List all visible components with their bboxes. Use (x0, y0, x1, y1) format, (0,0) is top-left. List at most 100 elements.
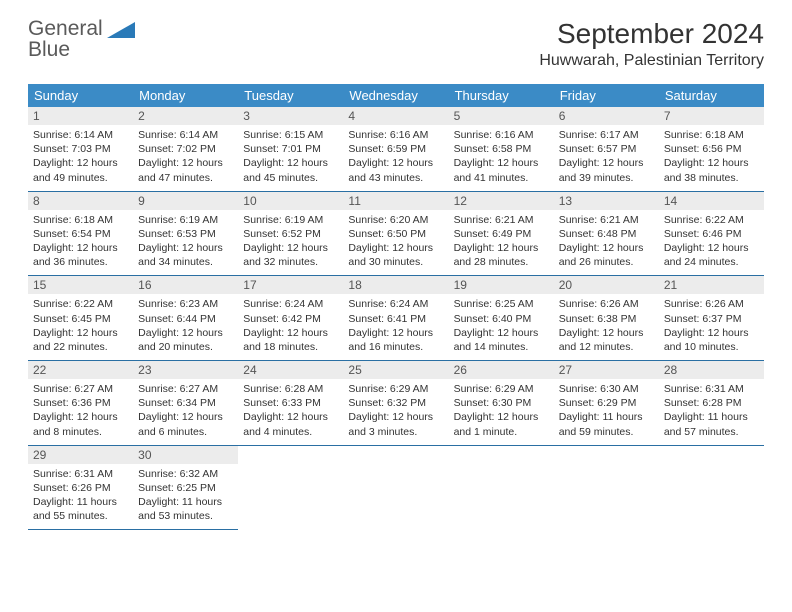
day-number: 6 (554, 107, 659, 125)
day-content: Sunrise: 6:21 AMSunset: 6:49 PMDaylight:… (449, 210, 554, 276)
day-number: 29 (28, 446, 133, 464)
weekday-header: Tuesday (238, 84, 343, 107)
day-number: 12 (449, 192, 554, 210)
calendar-cell: 19Sunrise: 6:25 AMSunset: 6:40 PMDayligh… (449, 276, 554, 361)
day-content: Sunrise: 6:23 AMSunset: 6:44 PMDaylight:… (133, 294, 238, 360)
calendar-row: 22Sunrise: 6:27 AMSunset: 6:36 PMDayligh… (28, 361, 764, 446)
day-content: Sunrise: 6:30 AMSunset: 6:29 PMDaylight:… (554, 379, 659, 445)
calendar-cell: 8Sunrise: 6:18 AMSunset: 6:54 PMDaylight… (28, 191, 133, 276)
day-number: 19 (449, 276, 554, 294)
day-number: 13 (554, 192, 659, 210)
weekday-header: Monday (133, 84, 238, 107)
calendar-row: 8Sunrise: 6:18 AMSunset: 6:54 PMDaylight… (28, 191, 764, 276)
logo-text-top: General (28, 18, 103, 39)
calendar-cell: 26Sunrise: 6:29 AMSunset: 6:30 PMDayligh… (449, 361, 554, 446)
day-content: Sunrise: 6:31 AMSunset: 6:28 PMDaylight:… (659, 379, 764, 445)
weekday-header: Sunday (28, 84, 133, 107)
weekday-header: Thursday (449, 84, 554, 107)
day-content: Sunrise: 6:29 AMSunset: 6:30 PMDaylight:… (449, 379, 554, 445)
calendar-cell: 29Sunrise: 6:31 AMSunset: 6:26 PMDayligh… (28, 445, 133, 530)
day-content: Sunrise: 6:16 AMSunset: 6:59 PMDaylight:… (343, 125, 448, 191)
day-content: Sunrise: 6:25 AMSunset: 6:40 PMDaylight:… (449, 294, 554, 360)
day-number: 24 (238, 361, 343, 379)
day-content: Sunrise: 6:24 AMSunset: 6:42 PMDaylight:… (238, 294, 343, 360)
calendar-cell: 7Sunrise: 6:18 AMSunset: 6:56 PMDaylight… (659, 107, 764, 191)
calendar-cell: 21Sunrise: 6:26 AMSunset: 6:37 PMDayligh… (659, 276, 764, 361)
day-content: Sunrise: 6:20 AMSunset: 6:50 PMDaylight:… (343, 210, 448, 276)
day-number: 10 (238, 192, 343, 210)
calendar-cell: 10Sunrise: 6:19 AMSunset: 6:52 PMDayligh… (238, 191, 343, 276)
calendar-cell (343, 445, 448, 530)
day-number: 9 (133, 192, 238, 210)
weekday-header: Friday (554, 84, 659, 107)
day-number: 22 (28, 361, 133, 379)
calendar-row: 15Sunrise: 6:22 AMSunset: 6:45 PMDayligh… (28, 276, 764, 361)
weekday-header: Saturday (659, 84, 764, 107)
calendar-cell: 23Sunrise: 6:27 AMSunset: 6:34 PMDayligh… (133, 361, 238, 446)
calendar-cell: 4Sunrise: 6:16 AMSunset: 6:59 PMDaylight… (343, 107, 448, 191)
day-number: 17 (238, 276, 343, 294)
day-content: Sunrise: 6:21 AMSunset: 6:48 PMDaylight:… (554, 210, 659, 276)
calendar-row: 29Sunrise: 6:31 AMSunset: 6:26 PMDayligh… (28, 445, 764, 530)
calendar-cell: 6Sunrise: 6:17 AMSunset: 6:57 PMDaylight… (554, 107, 659, 191)
day-content: Sunrise: 6:14 AMSunset: 7:02 PMDaylight:… (133, 125, 238, 191)
calendar-cell: 13Sunrise: 6:21 AMSunset: 6:48 PMDayligh… (554, 191, 659, 276)
calendar-cell: 20Sunrise: 6:26 AMSunset: 6:38 PMDayligh… (554, 276, 659, 361)
location-label: Huwwarah, Palestinian Territory (539, 52, 764, 70)
day-number: 3 (238, 107, 343, 125)
calendar-cell: 5Sunrise: 6:16 AMSunset: 6:58 PMDaylight… (449, 107, 554, 191)
day-content: Sunrise: 6:17 AMSunset: 6:57 PMDaylight:… (554, 125, 659, 191)
logo: General Blue (28, 18, 135, 60)
calendar-cell: 1Sunrise: 6:14 AMSunset: 7:03 PMDaylight… (28, 107, 133, 191)
calendar-row: 1Sunrise: 6:14 AMSunset: 7:03 PMDaylight… (28, 107, 764, 191)
day-number: 14 (659, 192, 764, 210)
day-number: 21 (659, 276, 764, 294)
day-content: Sunrise: 6:26 AMSunset: 6:38 PMDaylight:… (554, 294, 659, 360)
calendar-cell: 14Sunrise: 6:22 AMSunset: 6:46 PMDayligh… (659, 191, 764, 276)
logo-text-bottom: Blue (28, 39, 103, 60)
calendar-cell: 22Sunrise: 6:27 AMSunset: 6:36 PMDayligh… (28, 361, 133, 446)
day-content: Sunrise: 6:16 AMSunset: 6:58 PMDaylight:… (449, 125, 554, 191)
weekday-header: Wednesday (343, 84, 448, 107)
day-content: Sunrise: 6:29 AMSunset: 6:32 PMDaylight:… (343, 379, 448, 445)
day-content: Sunrise: 6:22 AMSunset: 6:46 PMDaylight:… (659, 210, 764, 276)
calendar-table: Sunday Monday Tuesday Wednesday Thursday… (28, 84, 764, 530)
calendar-cell: 15Sunrise: 6:22 AMSunset: 6:45 PMDayligh… (28, 276, 133, 361)
logo-triangle-icon (107, 20, 135, 40)
day-content: Sunrise: 6:15 AMSunset: 7:01 PMDaylight:… (238, 125, 343, 191)
day-content: Sunrise: 6:18 AMSunset: 6:56 PMDaylight:… (659, 125, 764, 191)
calendar-cell: 2Sunrise: 6:14 AMSunset: 7:02 PMDaylight… (133, 107, 238, 191)
calendar-cell: 24Sunrise: 6:28 AMSunset: 6:33 PMDayligh… (238, 361, 343, 446)
day-content: Sunrise: 6:26 AMSunset: 6:37 PMDaylight:… (659, 294, 764, 360)
calendar-cell: 28Sunrise: 6:31 AMSunset: 6:28 PMDayligh… (659, 361, 764, 446)
day-content: Sunrise: 6:28 AMSunset: 6:33 PMDaylight:… (238, 379, 343, 445)
calendar-cell: 18Sunrise: 6:24 AMSunset: 6:41 PMDayligh… (343, 276, 448, 361)
day-number: 16 (133, 276, 238, 294)
day-number: 18 (343, 276, 448, 294)
calendar-cell (659, 445, 764, 530)
header: General Blue September 2024 Huwwarah, Pa… (28, 18, 764, 70)
calendar-cell: 16Sunrise: 6:23 AMSunset: 6:44 PMDayligh… (133, 276, 238, 361)
day-number: 25 (343, 361, 448, 379)
day-content: Sunrise: 6:32 AMSunset: 6:25 PMDaylight:… (133, 464, 238, 530)
day-number: 20 (554, 276, 659, 294)
calendar-cell: 9Sunrise: 6:19 AMSunset: 6:53 PMDaylight… (133, 191, 238, 276)
calendar-cell: 27Sunrise: 6:30 AMSunset: 6:29 PMDayligh… (554, 361, 659, 446)
calendar-cell: 30Sunrise: 6:32 AMSunset: 6:25 PMDayligh… (133, 445, 238, 530)
weekday-row: Sunday Monday Tuesday Wednesday Thursday… (28, 84, 764, 107)
day-number: 5 (449, 107, 554, 125)
calendar-cell: 17Sunrise: 6:24 AMSunset: 6:42 PMDayligh… (238, 276, 343, 361)
calendar-cell: 12Sunrise: 6:21 AMSunset: 6:49 PMDayligh… (449, 191, 554, 276)
day-number: 30 (133, 446, 238, 464)
calendar-cell (238, 445, 343, 530)
day-content: Sunrise: 6:24 AMSunset: 6:41 PMDaylight:… (343, 294, 448, 360)
day-number: 1 (28, 107, 133, 125)
day-number: 4 (343, 107, 448, 125)
day-number: 2 (133, 107, 238, 125)
day-content: Sunrise: 6:31 AMSunset: 6:26 PMDaylight:… (28, 464, 133, 530)
day-content: Sunrise: 6:19 AMSunset: 6:52 PMDaylight:… (238, 210, 343, 276)
day-number: 11 (343, 192, 448, 210)
day-number: 7 (659, 107, 764, 125)
day-content: Sunrise: 6:14 AMSunset: 7:03 PMDaylight:… (28, 125, 133, 191)
month-title: September 2024 (539, 18, 764, 50)
